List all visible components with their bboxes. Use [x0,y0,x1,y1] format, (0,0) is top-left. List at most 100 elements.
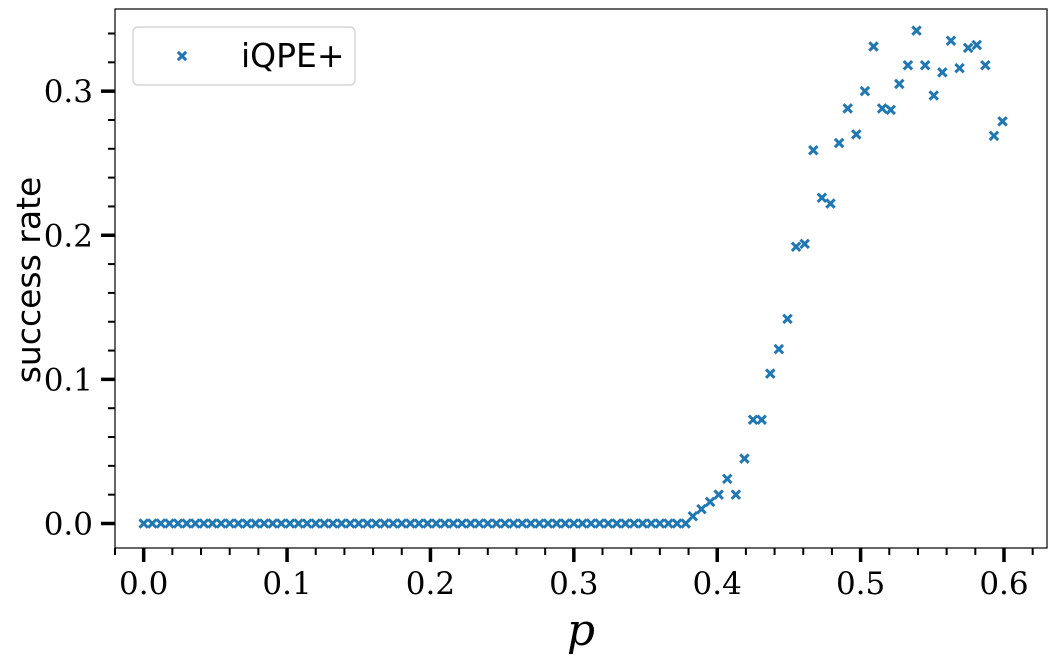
data-point [997,116,1008,127]
data-point [713,489,724,500]
y-tick-label: 0.0 [44,507,93,543]
data-point [876,103,888,114]
data-point [396,518,408,529]
y-axis-label: success rate [9,177,48,384]
data-point [628,518,640,529]
data-point [138,518,149,529]
data-point [172,518,184,529]
legend-marker-x-icon [176,50,188,62]
legend: iQPE+ [132,26,356,86]
data-point [491,518,502,529]
data-point [842,103,853,114]
data-point [267,518,278,529]
data-point [859,85,871,97]
data-point [919,59,931,71]
data-point [190,518,201,529]
data-point [980,59,991,71]
data-point [258,518,270,529]
legend-box [132,26,356,86]
data-point [696,503,707,515]
data-point [534,518,545,529]
data-point [559,518,571,529]
data-point [439,518,451,529]
data-point [430,518,442,529]
y-tick-label: 0.3 [44,74,93,110]
data-point [816,192,828,204]
data-point [962,42,974,54]
x-tick-label: 0.0 [119,566,168,602]
data-point [594,518,605,529]
data-point [645,518,657,529]
data-point [387,518,399,529]
data-point [602,518,614,529]
data-point [473,518,485,529]
data-point [663,518,674,529]
x-tick-label: 0.4 [693,566,742,602]
data-point [790,241,802,253]
data-point [799,238,810,250]
data-point [765,368,776,379]
data-point [362,518,373,529]
data-point [808,144,819,156]
data-point [911,25,922,36]
data-point [499,518,511,529]
data-point [241,518,253,529]
data-point [928,90,939,101]
data-point [585,518,597,529]
x-tick-label: 0.5 [836,566,885,602]
axes: 0.0 0.1 0.2 0.3 0.4 0.5 0.6 0.0 0.1 0.2 0.3 [44,8,1048,602]
data-point [508,518,519,529]
data-point [422,518,433,529]
data-point [551,518,562,529]
x-tick-label: 0.3 [549,566,598,602]
data-point [851,129,862,140]
data-point [756,414,767,425]
data-point [284,518,296,529]
data-point [293,518,304,529]
data-point [482,518,494,529]
data-point [671,518,683,529]
data-point [250,518,261,529]
data-point [448,518,459,529]
data-point [336,518,347,529]
data-point [868,41,879,52]
data-point [739,453,750,464]
data-point [224,518,235,529]
data-point [687,511,699,522]
data-point [637,518,648,529]
data-point [310,518,321,529]
data-point [747,414,759,425]
data-point [456,518,468,529]
data-point [825,198,836,209]
x-tick-label: 0.6 [979,566,1028,602]
x-tick-label: 0.2 [406,566,455,602]
data-point [319,518,330,529]
data-point [730,489,742,500]
plot-frame [114,8,1048,549]
data-point [233,518,244,529]
data-point [379,518,390,529]
data-point [276,518,287,529]
data-point [207,518,218,529]
data-point [620,518,631,529]
data-point [937,67,948,78]
x-axis-label: p [567,605,595,656]
data-point [654,518,666,529]
plot-area [138,25,1008,529]
data-point [704,496,716,508]
data-point [721,473,733,485]
data-point [370,518,382,529]
data-point [542,518,554,529]
data-point [215,518,227,529]
data-point [413,518,425,529]
data-point [344,518,356,529]
data-point [971,39,983,51]
data-point [405,518,416,529]
data-point [988,130,1000,142]
data-point [525,518,537,529]
y-tick-label: 0.1 [44,362,93,398]
data-point [945,35,957,46]
data-point [568,518,580,529]
data-point [773,343,785,355]
legend-label: iQPE+ [241,36,345,75]
